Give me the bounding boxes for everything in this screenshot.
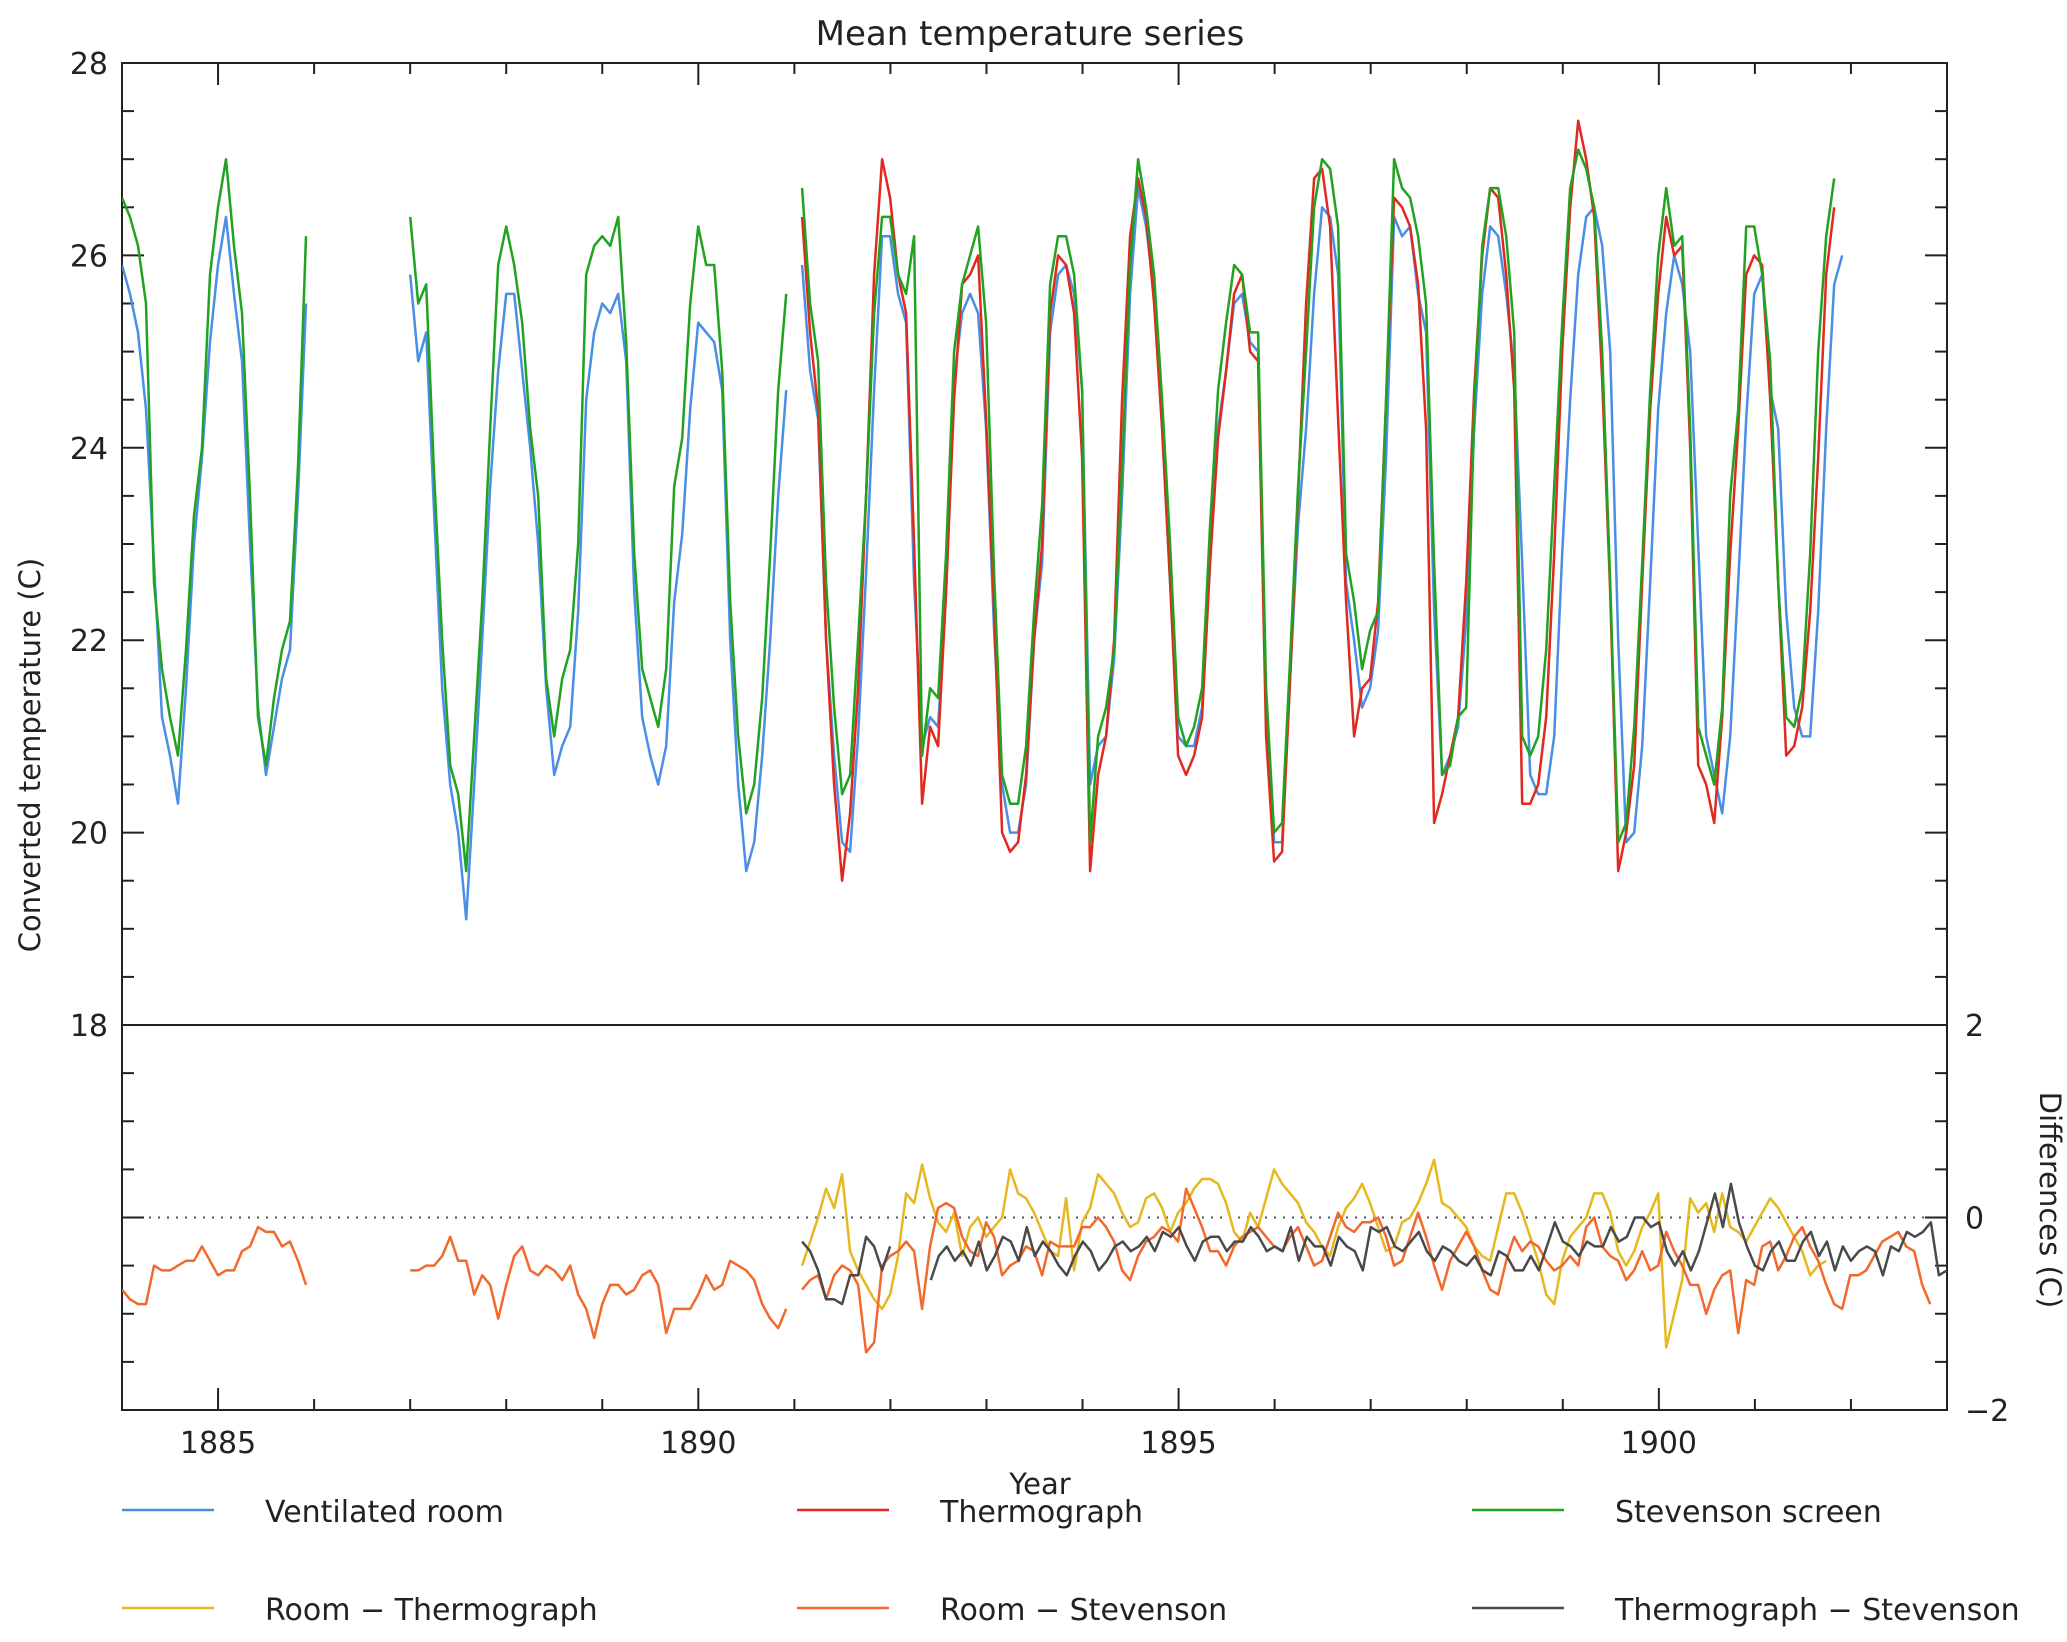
x-tick-label: 1900 <box>1621 1426 1697 1461</box>
legend-label: Thermograph <box>939 1495 1143 1530</box>
x-axis-label: Year <box>1008 1467 1070 1501</box>
series-line-stevenson-screen <box>800 148 1836 844</box>
x-tick-label: 1890 <box>660 1426 736 1461</box>
x-tick-label: 1885 <box>180 1426 256 1461</box>
y-axis-label: Converted temperature (C) <box>13 558 47 953</box>
series-line-room-stevenson <box>410 1235 788 1340</box>
legend-label: Room − Thermograph <box>265 1593 598 1628</box>
series-line-ventilated-room <box>122 215 308 805</box>
series-line-room-stevenson <box>801 1187 1932 1354</box>
chart-title: Mean temperature series <box>816 14 1245 54</box>
y2-tick-label: 0 <box>1965 1202 1984 1237</box>
y2-tick-label: 2 <box>1965 1009 1984 1044</box>
y2-axis-label: Differences (C) <box>2033 1092 2067 1309</box>
y-tick-label: 18 <box>70 1009 108 1044</box>
legend: Ventilated room Thermograph Stevenson scre… <box>122 1495 2020 1628</box>
series-line-thermograph-stevenson <box>929 1182 1947 1281</box>
y-tick-label: 20 <box>70 817 108 852</box>
series-line-room-stevenson <box>122 1225 308 1306</box>
series-layer <box>122 119 1947 1354</box>
y-tick-label: 24 <box>70 432 108 467</box>
series-line-room-thermograph <box>800 1158 1827 1349</box>
y-tick-label: 22 <box>70 624 108 659</box>
x-tick-label: 1895 <box>1140 1426 1216 1461</box>
tick-layer: 1885 1890 1895 1900 18 20 22 24 26 28 −2 0 2 <box>70 47 2009 1461</box>
legend-label: Ventilated room <box>265 1495 504 1530</box>
y-tick-label: 26 <box>70 239 108 274</box>
series-line-stevenson-screen <box>408 215 788 873</box>
series-line-ventilated-room <box>800 186 1844 854</box>
y2-tick-label: −2 <box>1965 1394 2009 1429</box>
legend-label: Thermograph − Stevenson <box>1614 1593 2020 1628</box>
series-line-thermograph <box>800 119 1836 882</box>
series-line-stevenson-screen <box>122 157 308 767</box>
legend-label: Stevenson screen <box>1615 1495 1882 1530</box>
series-line-thermograph-stevenson <box>801 1235 892 1306</box>
y-tick-label: 28 <box>70 47 108 82</box>
series-group <box>122 119 1947 1354</box>
legend-label: Room − Stevenson <box>940 1593 1227 1628</box>
